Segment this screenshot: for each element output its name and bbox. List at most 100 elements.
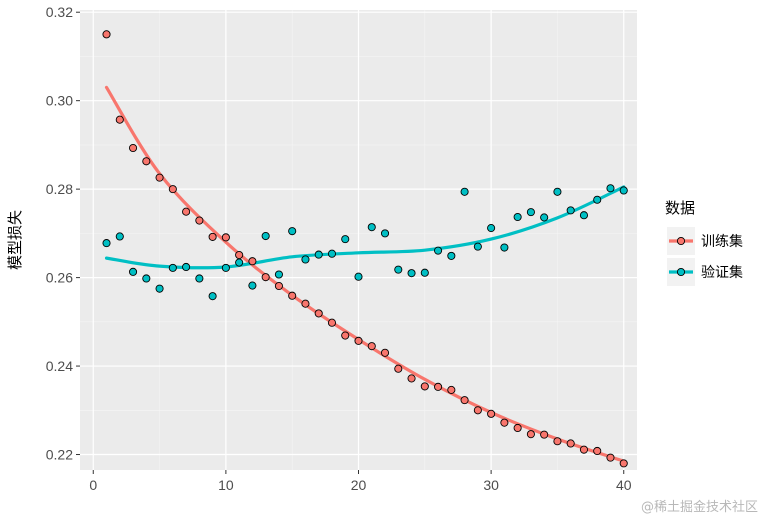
point-series-2 [208, 292, 217, 301]
point-series-2 [420, 268, 429, 277]
point-series-2 [195, 274, 204, 283]
y-tick-label: 0.30 [46, 93, 73, 109]
point-series-1 [407, 374, 416, 383]
point-series-2 [407, 269, 416, 278]
point-series-2 [354, 272, 363, 281]
y-tick-label: 0.22 [46, 447, 73, 463]
y-tick-label: 0.32 [46, 4, 73, 20]
point-series-1 [553, 437, 562, 446]
point-series-2 [182, 262, 191, 272]
point-series-1 [195, 216, 204, 225]
x-tick-label: 40 [616, 477, 632, 493]
point-series-2 [301, 255, 310, 264]
point-series-1 [128, 143, 138, 153]
point-series-2 [155, 284, 164, 293]
point-series-1 [460, 396, 469, 405]
point-series-2 [447, 251, 456, 260]
point-series-1 [208, 232, 217, 241]
point-series-2 [526, 208, 535, 217]
legend-title: 数据 [665, 199, 695, 217]
point-series-2 [142, 274, 151, 283]
point-series-1 [487, 409, 496, 418]
point-series-1 [327, 318, 337, 327]
point-series-1 [301, 299, 310, 308]
point-series-2 [314, 250, 323, 259]
point-series-2 [168, 263, 177, 272]
point-series-1 [513, 423, 522, 433]
point-series-1 [288, 291, 297, 300]
point-series-2 [473, 242, 482, 251]
point-series-1 [182, 207, 191, 216]
point-series-1 [473, 406, 482, 415]
point-series-2 [261, 231, 270, 241]
point-series-1 [248, 257, 257, 266]
point-series-1 [619, 459, 628, 468]
point-series-1 [579, 445, 589, 454]
smooth-line-series-1 [104, 85, 626, 463]
x-axis: 0 10 20 30 40 [89, 470, 632, 493]
point-series-1 [274, 281, 283, 291]
point-series-1 [593, 446, 602, 456]
point-series-2 [102, 239, 111, 248]
point-series-1 [341, 331, 350, 340]
point-series-2 [434, 246, 443, 255]
point-series-1 [566, 439, 575, 448]
legend-label: 训练集 [701, 233, 743, 250]
point-series-2 [341, 235, 350, 244]
point-series-2 [593, 195, 602, 204]
point-series-1 [606, 453, 615, 462]
point-series-1 [394, 364, 403, 373]
point-series-1 [261, 273, 270, 282]
point-series-2 [579, 211, 589, 220]
point-series-2 [367, 223, 376, 232]
x-tick-label: 0 [89, 477, 97, 493]
point-series-2 [115, 232, 124, 241]
x-tick-label: 10 [218, 477, 234, 493]
point-series-1 [434, 382, 443, 391]
point-series-1 [168, 185, 177, 194]
point-series-2 [235, 258, 244, 267]
point-series-2 [500, 243, 509, 252]
x-tick-label: 30 [483, 477, 499, 493]
point-series-2 [619, 186, 628, 195]
x-tick-label: 20 [351, 477, 367, 493]
point-series-1 [447, 385, 456, 394]
point-series-1 [221, 233, 230, 242]
point-series-2 [460, 187, 469, 196]
legend-key-point [676, 267, 686, 277]
point-series-2 [553, 187, 562, 196]
point-series-2 [380, 229, 390, 238]
point-series-1 [500, 418, 509, 427]
point-series-2 [487, 224, 496, 233]
point-series-2 [248, 281, 257, 290]
point-series-2 [128, 267, 138, 276]
point-series-2 [274, 270, 283, 279]
point-series-1 [314, 309, 323, 318]
y-tick-label: 0.28 [46, 181, 73, 197]
point-series-1 [142, 157, 151, 166]
point-series-2 [288, 227, 297, 236]
point-series-2 [606, 184, 615, 193]
point-series-1 [526, 430, 535, 439]
point-series-1 [380, 348, 390, 357]
y-axis: 0.22 0.24 0.26 0.28 0.30 0.32 [46, 4, 80, 463]
point-series-2 [566, 206, 575, 215]
point-series-2 [327, 249, 337, 258]
y-tick-label: 0.24 [46, 358, 73, 374]
point-series-1 [420, 382, 429, 391]
point-series-2 [513, 212, 522, 222]
point-series-1 [102, 30, 111, 39]
point-series-1 [115, 115, 124, 124]
legend-label: 验证集 [701, 264, 743, 281]
watermark: @稀土掘金技术社区 [640, 500, 758, 515]
y-axis-title: 模型损失 [6, 210, 24, 270]
point-series-1 [367, 342, 376, 351]
point-series-2 [540, 213, 549, 222]
legend-key-point [676, 236, 686, 246]
point-series-1 [155, 173, 164, 182]
data-points [102, 30, 628, 468]
point-series-1 [354, 336, 363, 345]
point-series-1 [540, 430, 549, 439]
